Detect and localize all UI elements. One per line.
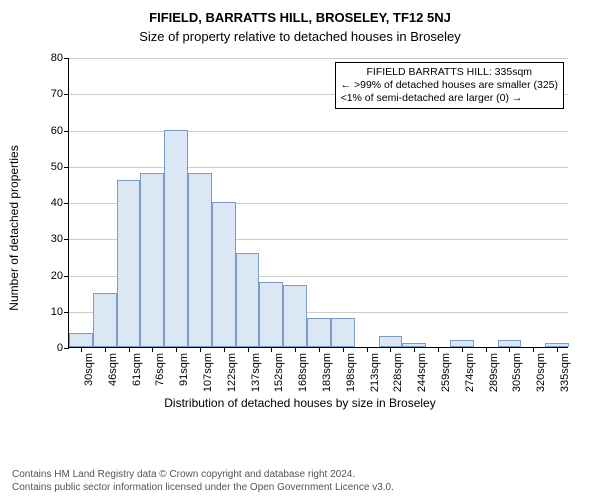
footer-text: Contains HM Land Registry data © Crown c…: [12, 468, 394, 494]
bar: [402, 343, 426, 347]
x-tick-label: 168sqm: [297, 353, 309, 392]
footer-line2: Contains public sector information licen…: [12, 481, 394, 494]
bar: [140, 173, 164, 347]
x-tick-mark: [81, 347, 82, 352]
x-tick-mark: [129, 347, 130, 352]
x-tick-mark: [486, 347, 487, 352]
bar: [236, 253, 260, 347]
bar: [307, 318, 331, 347]
x-tick-label: 137sqm: [250, 353, 262, 392]
x-tick-label: 259sqm: [440, 353, 452, 392]
bar: [93, 293, 117, 347]
x-tick-label: 152sqm: [273, 353, 285, 392]
x-tick-label: 305sqm: [511, 353, 523, 392]
x-tick-label: 274sqm: [464, 353, 476, 392]
y-tick-mark: [64, 348, 69, 349]
x-tick-mark: [295, 347, 296, 352]
annotation-line1: ← >99% of detached houses are smaller (3…: [341, 79, 558, 92]
x-tick-mark: [557, 347, 558, 352]
x-tick-mark: [224, 347, 225, 352]
x-tick-label: 320sqm: [535, 353, 547, 392]
x-tick-label: 289sqm: [488, 353, 500, 392]
x-tick-mark: [105, 347, 106, 352]
x-tick-label: 91sqm: [178, 353, 190, 386]
x-tick-mark: [200, 347, 201, 352]
bar: [331, 318, 355, 347]
x-tick-mark: [248, 347, 249, 352]
plot-area: FIFIELD BARRATTS HILL: 335sqm ← >99% of …: [68, 58, 568, 348]
footer-line1: Contains HM Land Registry data © Crown c…: [12, 468, 394, 481]
x-tick-mark: [319, 347, 320, 352]
x-tick-label: 198sqm: [345, 353, 357, 392]
bar: [117, 180, 141, 347]
x-tick-mark: [414, 347, 415, 352]
x-tick-label: 61sqm: [131, 353, 143, 386]
bar: [450, 340, 474, 347]
bar: [164, 130, 188, 348]
x-tick-label: 46sqm: [107, 353, 119, 386]
x-tick-label: 122sqm: [226, 353, 238, 392]
x-axis-label: Distribution of detached houses by size …: [20, 396, 580, 410]
x-tick-label: 213sqm: [369, 353, 381, 392]
x-tick-mark: [343, 347, 344, 352]
x-tick-mark: [176, 347, 177, 352]
title-sub: Size of property relative to detached ho…: [0, 25, 600, 44]
x-tick-mark: [390, 347, 391, 352]
bar: [259, 282, 283, 347]
annotation-title: FIFIELD BARRATTS HILL: 335sqm: [341, 66, 558, 79]
x-tick-mark: [462, 347, 463, 352]
annotation-box: FIFIELD BARRATTS HILL: 335sqm ← >99% of …: [335, 62, 564, 109]
x-tick-mark: [367, 347, 368, 352]
x-tick-mark: [438, 347, 439, 352]
bar: [379, 336, 403, 347]
bar: [69, 333, 93, 348]
x-tick-label: 228sqm: [392, 353, 404, 392]
x-tick-mark: [533, 347, 534, 352]
bar: [188, 173, 212, 347]
x-tick-mark: [152, 347, 153, 352]
chart-container: Number of detached properties FIFIELD BA…: [20, 48, 580, 408]
annotation-line2: <1% of semi-detached are larger (0) →: [341, 92, 558, 105]
x-tick-label: 30sqm: [83, 353, 95, 386]
bar: [498, 340, 522, 347]
x-tick-label: 244sqm: [416, 353, 428, 392]
x-tick-label: 76sqm: [154, 353, 166, 386]
bar: [212, 202, 236, 347]
x-tick-label: 183sqm: [321, 353, 333, 392]
x-tick-label: 335sqm: [559, 353, 571, 392]
y-axis-label: Number of detached properties: [7, 145, 21, 310]
bar: [283, 285, 307, 347]
x-tick-mark: [271, 347, 272, 352]
title-main: FIFIELD, BARRATTS HILL, BROSELEY, TF12 5…: [0, 0, 600, 25]
x-tick-label: 107sqm: [202, 353, 214, 392]
x-tick-mark: [509, 347, 510, 352]
bar: [545, 343, 569, 347]
